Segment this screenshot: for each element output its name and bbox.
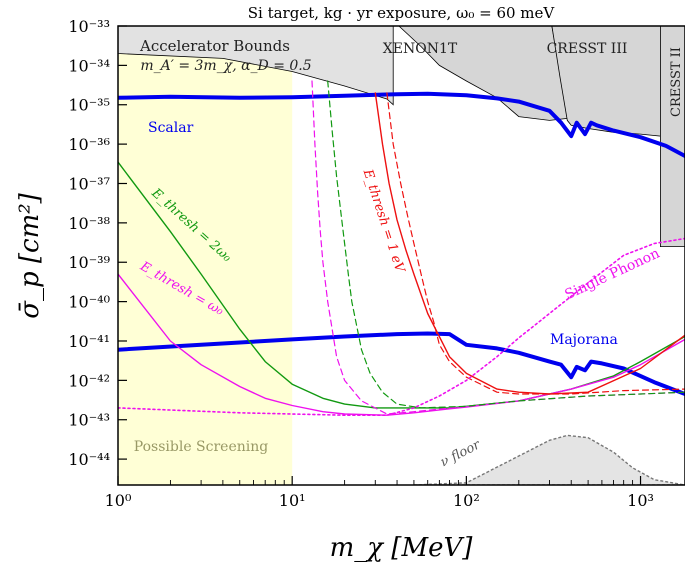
series-line-single-phonon <box>118 237 685 416</box>
x-axis-label: m_χ [MeV] <box>330 533 474 563</box>
y-axis-label: σ̄_p [cm²] <box>15 192 45 318</box>
x-tick-label: 10¹ <box>279 491 306 510</box>
y-tick-label: 10⁻³⁸ <box>68 214 110 233</box>
y-tick-label: 10⁻⁴¹ <box>68 332 110 351</box>
series-line-e-thresh <box>118 273 685 416</box>
scalar-label: Scalar <box>148 120 194 136</box>
series-line-green-dashed <box>327 80 685 409</box>
y-tick-label: 10⁻³⁵ <box>68 96 110 115</box>
series-line-e-thresh-1-ev <box>374 92 685 395</box>
y-tick-label: 10⁻⁴⁴ <box>68 450 110 469</box>
y-tick-label: 10⁻³⁶ <box>68 135 110 154</box>
y-tick-label: 10⁻³⁷ <box>68 174 110 193</box>
neutrino-floor-label: ν floor <box>438 437 483 470</box>
x-tick-label: 10³ <box>627 491 654 510</box>
cresst3-label: CRESST III <box>547 41 628 57</box>
region-accelerator-bounds <box>118 26 394 106</box>
single-phonon-label: Single Phonon <box>562 245 662 303</box>
possible-screening-label: Possible Screening <box>134 439 269 455</box>
cresst2-label: CRESST II <box>669 47 684 117</box>
plot-frame <box>117 25 685 486</box>
accelerator-bounds-label: Accelerator Bounds <box>139 37 290 55</box>
y-tick-label: 10⁻⁴⁰ <box>68 293 110 312</box>
series-line-1-ev-dashed <box>386 92 685 395</box>
x-tick-label: 10⁰ <box>105 491 132 510</box>
y-tick-label: 10⁻³⁹ <box>68 253 110 272</box>
y-tick-label: 10⁻³⁴ <box>68 56 110 75</box>
chart-title: Si target, kg · yr exposure, ω₀ = 60 meV <box>248 4 556 22</box>
xenon1t-label: XENON1T <box>383 41 458 57</box>
region-floor <box>413 434 685 485</box>
region-possible-screening <box>118 26 293 485</box>
x-tick-label: 10² <box>453 491 480 510</box>
series-line-scalar <box>118 91 685 158</box>
series-line-majorana <box>118 331 685 396</box>
y-tick-label: 10⁻⁴³ <box>68 411 110 430</box>
majorana-label: Majorana <box>550 332 618 348</box>
y-tick-label: 10⁻³³ <box>68 17 110 36</box>
y-tick-label: 10⁻⁴² <box>68 371 110 390</box>
accelerator-params-label: m_A′ = 3m_χ, α_D = 0.5 <box>140 58 311 74</box>
region-cresst-ii <box>660 26 685 248</box>
